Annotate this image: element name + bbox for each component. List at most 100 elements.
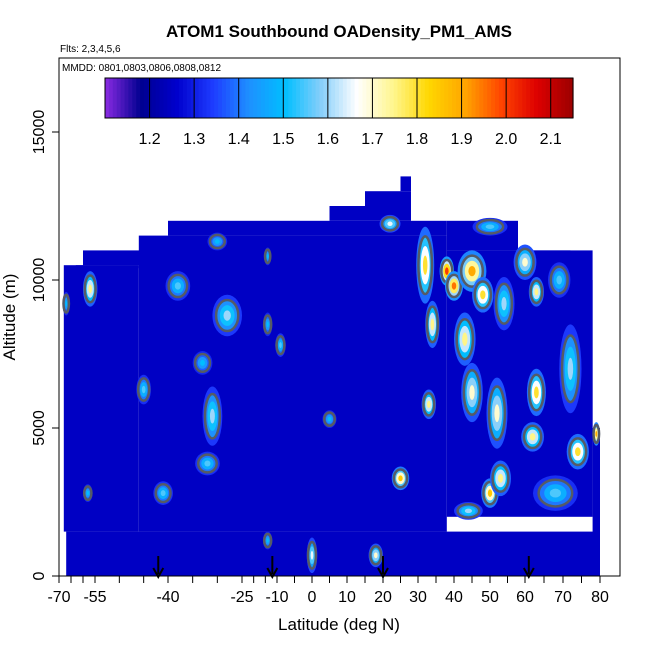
colorbar-swatch xyxy=(510,78,516,118)
colorbar-swatch xyxy=(385,78,391,118)
hotspot-cell xyxy=(487,489,493,497)
contour-line xyxy=(487,385,507,442)
hotspot-cell xyxy=(497,473,504,483)
colorbar-swatch xyxy=(397,78,402,118)
colorbar-swatch xyxy=(136,78,141,118)
contour-line xyxy=(154,482,172,504)
colorbar-swatch xyxy=(214,78,219,118)
contour-line xyxy=(522,424,543,450)
colorbar-swatch xyxy=(549,78,555,118)
hotspot-cell xyxy=(534,386,539,399)
hotspot-cell xyxy=(200,359,206,366)
colorbar-swatch xyxy=(448,78,453,118)
colorbar-swatch xyxy=(218,78,223,118)
hotspot-cell xyxy=(65,300,68,307)
colorbar-swatch xyxy=(315,78,321,118)
y-tick-label: 10000 xyxy=(31,258,48,303)
colorbar-swatch xyxy=(272,78,278,118)
x-tick-label: -55 xyxy=(83,589,106,606)
hotspot-cell xyxy=(174,282,181,290)
colorbar-swatch xyxy=(105,78,110,118)
colorbar-swatch xyxy=(557,78,562,118)
contour-line xyxy=(425,305,440,344)
colorbar-swatch xyxy=(124,78,129,118)
heatmap-cell xyxy=(592,428,600,576)
colorbar-swatch xyxy=(307,78,313,118)
hotspot-cell xyxy=(462,332,468,346)
chart-title: ATOM1 Southbound OADensity_PM1_AMS xyxy=(166,22,512,41)
colorbar-swatch xyxy=(151,78,157,118)
contour-line xyxy=(537,478,574,508)
colorbar-swatch xyxy=(233,78,239,118)
colorbar-swatch xyxy=(144,78,149,118)
contour-line xyxy=(462,369,482,416)
hotspot-cell xyxy=(266,321,269,328)
colorbar-tick-label: 1.7 xyxy=(361,131,383,148)
heatmap-cell xyxy=(63,265,139,532)
x-tick-label: 40 xyxy=(445,589,463,606)
colorbar-swatch xyxy=(534,78,539,118)
y-tick-label: 5000 xyxy=(31,410,48,446)
colorbar-swatch xyxy=(253,78,258,118)
colorbar-swatch xyxy=(374,78,379,118)
colorbar-swatch xyxy=(140,78,145,118)
contour-line xyxy=(528,373,545,412)
colorbar-swatch xyxy=(264,78,270,118)
colorbar-swatch xyxy=(280,78,285,118)
contour-line xyxy=(263,248,272,265)
colorbar-swatch xyxy=(526,78,531,118)
colorbar-swatch xyxy=(323,78,328,118)
colorbar-swatch xyxy=(284,78,289,118)
contour-line xyxy=(422,391,436,417)
colorbar-swatch xyxy=(237,78,243,118)
contour-line xyxy=(515,247,535,277)
hotspot-cell xyxy=(88,284,93,294)
hotspot-cell xyxy=(141,385,146,394)
heatmap-cell xyxy=(329,206,411,221)
contour-line xyxy=(592,423,601,445)
colorbar-tick-label: 1.6 xyxy=(317,131,339,148)
contour-line xyxy=(529,279,544,305)
hotspot-cell xyxy=(480,290,486,300)
hotspot-cell xyxy=(279,342,282,349)
colorbar-swatch xyxy=(483,78,488,118)
contour-line xyxy=(475,218,505,235)
colorbar-swatch xyxy=(471,78,477,118)
colorbar-tick-label: 1.3 xyxy=(183,131,205,148)
contour-line xyxy=(459,254,485,288)
x-tick-label: -40 xyxy=(156,589,179,606)
colorbar-swatch xyxy=(366,78,371,118)
colorbar-swatch xyxy=(393,78,399,118)
colorbar-swatch xyxy=(569,78,574,118)
hotspot-cell xyxy=(160,490,166,497)
colorbar-swatch xyxy=(183,78,188,118)
colorbar-tick-label: 1.4 xyxy=(228,131,250,148)
contour-line xyxy=(417,235,434,296)
contour-line xyxy=(369,545,383,566)
hotspot-cell xyxy=(556,275,562,285)
hotspot-cell xyxy=(327,416,332,422)
hotspot-cell xyxy=(427,400,431,409)
x-tick-label: 60 xyxy=(516,589,534,606)
colorbar-swatch xyxy=(276,78,282,118)
contour-line xyxy=(136,377,151,402)
hotspot-cell xyxy=(266,254,269,259)
contour-line xyxy=(193,352,212,374)
x-tick-label: 20 xyxy=(374,589,392,606)
colorbar-swatch xyxy=(506,78,512,118)
colorbar-swatch xyxy=(222,78,227,118)
colorbar-swatch xyxy=(339,78,344,118)
hotspot-cell xyxy=(469,385,475,400)
colorbar-swatch xyxy=(128,78,133,118)
hotspot-cell xyxy=(445,267,449,275)
colorbar-swatch xyxy=(311,78,317,118)
x-tick-label: 0 xyxy=(308,589,317,606)
x-tick-label: 80 xyxy=(591,589,609,606)
hotspot-cell xyxy=(310,550,314,560)
colorbar-swatch xyxy=(358,78,363,118)
hotspot-cell xyxy=(501,297,507,311)
colorbar-swatch xyxy=(335,78,340,118)
colorbar-swatch xyxy=(436,78,441,118)
contour-line xyxy=(208,233,226,250)
hotspot-cell xyxy=(485,224,495,229)
